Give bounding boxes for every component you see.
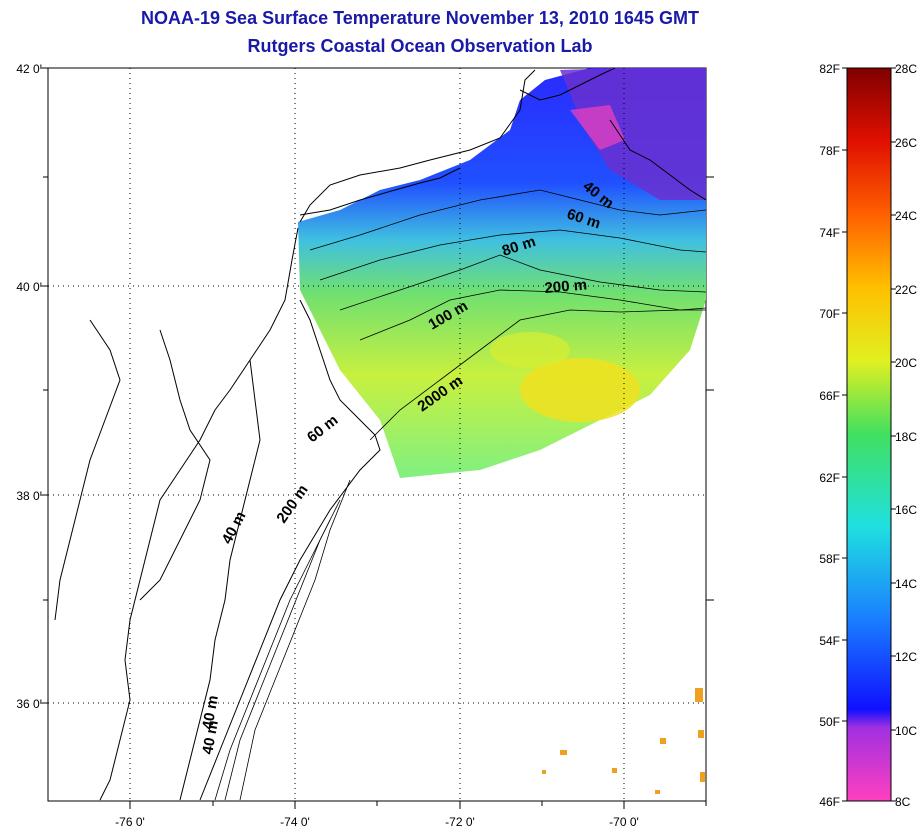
map-title: NOAA-19 Sea Surface Temperature November… (141, 8, 699, 28)
lon-label-70: -70 0' (609, 815, 639, 829)
graticule (48, 68, 706, 801)
colorbar-f-label: 54F (819, 634, 840, 648)
colorbar-f-label: 58F (819, 552, 840, 566)
colorbar-c-label: 22C (895, 283, 917, 297)
colorbar-f-label: 62F (819, 471, 840, 485)
colorbar-c-label: 18C (895, 430, 917, 444)
contour-label: 40 m (199, 719, 222, 756)
lon-label-74: -74 0' (280, 815, 310, 829)
colorbar-c-label: 26C (895, 136, 917, 150)
colorbar-c-label: 20C (895, 356, 917, 370)
colorbar-c-label: 8C (895, 795, 911, 809)
map-subtitle: Rutgers Coastal Ocean Observation Lab (247, 36, 593, 56)
colorbar-ticks (842, 67, 896, 802)
colorbar-c-label: 12C (895, 650, 917, 664)
colorbar-f-label: 70F (819, 307, 840, 321)
colorbar-f-label: 46F (819, 795, 840, 809)
colorbar-c-label: 14C (895, 577, 917, 591)
colorbar (846, 67, 892, 802)
lat-label-40: 40 0' (16, 280, 42, 294)
colorbar-c-label: 28C (895, 62, 917, 76)
lat-label-36: 36 0' (16, 697, 42, 711)
colorbar-f-label: 74F (819, 226, 840, 240)
lon-label-76: -76 0' (115, 815, 145, 829)
colorbar-c-label: 16C (895, 503, 917, 517)
lat-label-42: 42 0' (16, 62, 42, 76)
colorbar-c-label: 10C (895, 724, 917, 738)
colorbar-f-label: 78F (819, 144, 840, 158)
colorbar-f-label: 82F (819, 62, 840, 76)
lon-label-72: -72 0' (445, 815, 475, 829)
coastline (54, 68, 706, 801)
cool-water-patch-2 (570, 105, 625, 150)
lat-label-38: 38 0' (16, 489, 42, 503)
bathymetry-contours (214, 189, 706, 801)
warm-water-core-2 (490, 332, 570, 368)
scattered-sst-specks (542, 688, 705, 794)
colorbar-f-label: 50F (819, 715, 840, 729)
warm-water-core (520, 358, 640, 422)
colorbar-c-label: 24C (895, 209, 917, 223)
colorbar-f-label: 66F (819, 389, 840, 403)
axis-ticks (40, 67, 714, 809)
contour-label: 40 m (199, 694, 222, 731)
cool-water-patch (560, 68, 706, 200)
contour-label: 200 m (544, 276, 588, 297)
